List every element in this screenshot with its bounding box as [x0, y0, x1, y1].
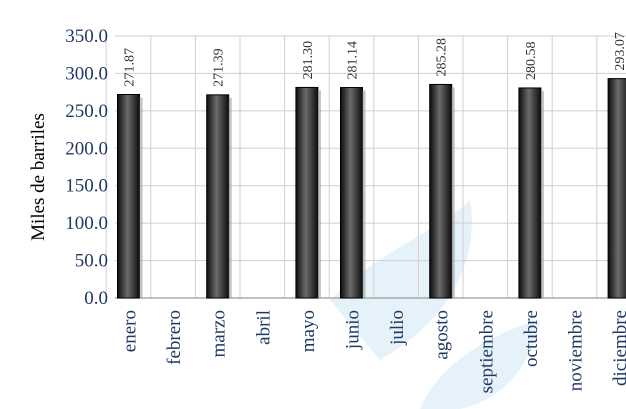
bar-shadow — [139, 97, 143, 298]
y-tick-label: 200.0 — [65, 138, 108, 159]
gridlines — [105, 35, 626, 299]
y-tick-label: 250.0 — [65, 101, 108, 122]
y-tick-label: 100.0 — [65, 213, 108, 234]
data-label: 285.28 — [435, 38, 450, 77]
data-label: 280.58 — [524, 41, 539, 80]
bar-shadow — [362, 90, 366, 298]
x-tick-label: febrero — [164, 310, 185, 365]
bar-agosto — [429, 83, 453, 299]
bar-enero — [117, 93, 140, 299]
data-label: 281.14 — [346, 41, 361, 80]
x-axis-ticks: enero febrero marzo abril mayo junio julio agos… — [120, 310, 626, 393]
y-tick-label: 50.0 — [75, 251, 108, 272]
y-tick-label: 150.0 — [65, 176, 108, 197]
data-label: 271.39 — [212, 48, 227, 87]
x-tick-label: marzo — [209, 310, 230, 357]
x-tick-label: junio — [343, 310, 364, 350]
bar-marzo — [206, 94, 230, 299]
x-tick-label: noviembre — [566, 310, 587, 391]
bar-shadow — [451, 87, 455, 298]
y-tick-label: 0.0 — [84, 288, 108, 309]
x-tick-label: julio — [387, 310, 408, 346]
y-axis-label: Miles de barriles — [28, 113, 49, 241]
bar-junio — [340, 87, 363, 299]
bars — [117, 78, 626, 299]
bar-octubre — [518, 87, 542, 299]
y-tick-label: 300.0 — [65, 63, 108, 84]
bar-shadow — [317, 90, 321, 299]
bar-mayo — [295, 86, 319, 299]
data-label: 293.07 — [613, 32, 626, 71]
x-tick-label: enero — [120, 310, 141, 352]
data-labels: 271.87 271.39 281.30 281.14 285.28 280.58 293.… — [123, 32, 626, 87]
y-axis-ticks: 0.0 50.0 100.0 150.0 200.0 250.0 300.0 350.0 — [65, 26, 108, 309]
bar-shadow — [540, 90, 544, 299]
bar-shadow — [228, 97, 232, 298]
x-tick-label: septiembre — [476, 310, 497, 393]
x-tick-label: abril — [253, 310, 274, 345]
y-tick-label: 350.0 — [65, 26, 108, 47]
x-tick-label: diciembre — [610, 310, 626, 386]
bar-diciembre — [607, 78, 626, 299]
x-tick-label: mayo — [298, 310, 319, 352]
x-tick-label: agosto — [432, 310, 453, 360]
data-label: 281.30 — [301, 41, 316, 80]
x-tick-label: octubre — [521, 310, 542, 367]
data-label: 271.87 — [123, 48, 138, 87]
